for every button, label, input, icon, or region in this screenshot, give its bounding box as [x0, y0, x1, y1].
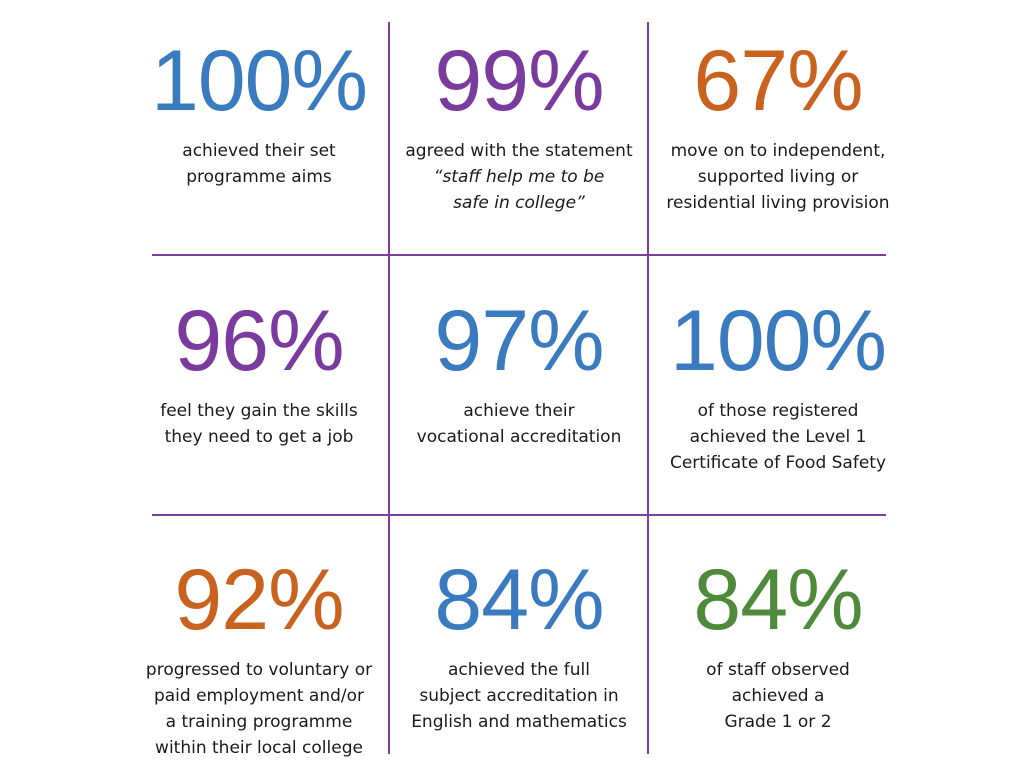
stats-grid: 100% achieved their set programme aims 9…: [130, 0, 910, 777]
stat-description: of those registered achieved the Level 1…: [669, 401, 887, 473]
stat-value: 84%: [693, 552, 863, 648]
vertical-divider-2: [647, 22, 649, 754]
stat-cell-staff-safety: 99% agreed with the statement “staff hel…: [390, 38, 648, 216]
stat-description: move on to independent, supported living…: [666, 141, 890, 213]
stat-value: 67%: [693, 33, 863, 129]
stat-description: achieved the full subject accreditation …: [411, 660, 627, 732]
horizontal-divider-2: [152, 514, 886, 516]
stat-description: of staff observed achieved a Grade 1 or …: [706, 660, 850, 732]
stat-description: agreed with the statement “staff help me…: [390, 138, 648, 216]
vertical-divider-1: [388, 22, 390, 754]
stat-value: 99%: [434, 33, 604, 129]
horizontal-divider-1: [152, 254, 886, 256]
stat-value: 96%: [174, 293, 344, 389]
stat-description: progressed to voluntary or paid employme…: [145, 660, 373, 758]
stat-cell-staff-observed: 84% of staff observed achieved a Grade 1…: [649, 557, 907, 735]
stat-value: 92%: [174, 552, 344, 648]
stat-quote: safe in college”: [453, 193, 585, 213]
stat-value: 100%: [151, 33, 368, 129]
stat-description: achieve their vocational accreditation: [416, 401, 622, 447]
stat-quote: “staff help me to be: [433, 167, 605, 187]
stat-value: 100%: [670, 293, 887, 389]
stat-cell-programme-aims: 100% achieved their set programme aims: [130, 38, 388, 190]
stat-value: 97%: [434, 293, 604, 389]
stat-cell-independent-living: 67% move on to independent, supported li…: [649, 38, 907, 216]
stat-cell-food-safety: 100% of those registered achieved the Le…: [649, 298, 907, 476]
stat-description: feel they gain the skills they need to g…: [160, 401, 358, 447]
stat-cell-vocational-accreditation: 97% achieve their vocational accreditati…: [390, 298, 648, 450]
stat-cell-job-skills: 96% feel they gain the skills they need …: [130, 298, 388, 450]
stat-cell-english-maths: 84% achieved the full subject accreditat…: [390, 557, 648, 735]
stat-value: 84%: [434, 552, 604, 648]
stat-cell-employment: 92% progressed to voluntary or paid empl…: [130, 557, 388, 761]
stat-description: achieved their set programme aims: [182, 141, 336, 187]
